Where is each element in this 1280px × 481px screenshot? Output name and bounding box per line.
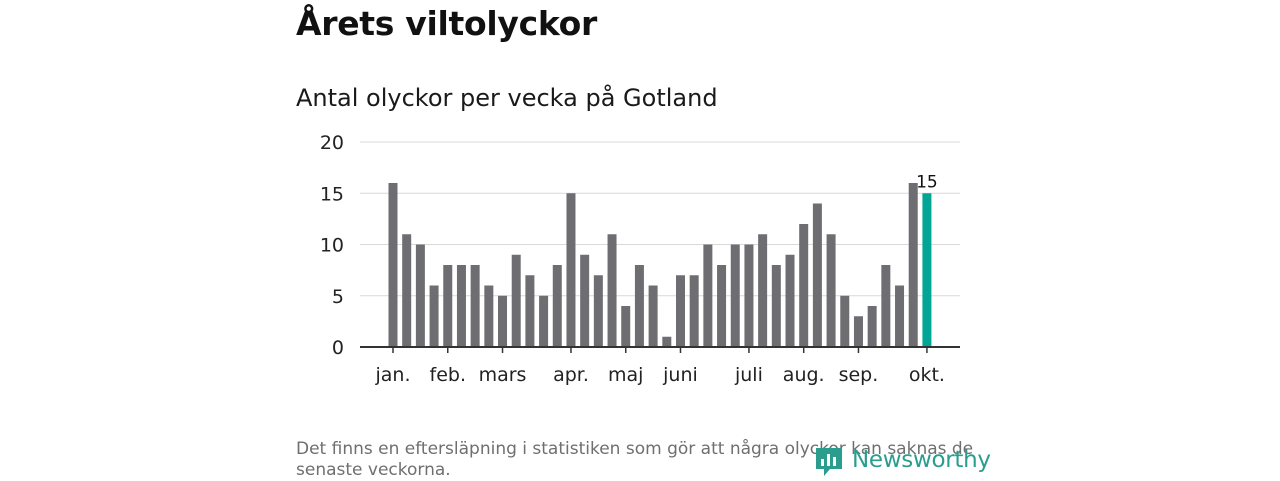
y-tick-label: 20 [320,132,344,154]
bar [812,203,822,347]
bar [429,285,439,347]
bar [662,336,672,347]
bar-highlight [922,193,932,347]
brand-logo: Newsworthy [814,443,991,481]
bar [799,224,809,347]
x-tick-label: feb. [430,364,466,386]
x-tick-label: juli [734,364,763,386]
bar [648,285,658,347]
y-axis-tick-labels: 0 5 10 15 20 [320,132,344,359]
bar [853,316,863,347]
bar [443,265,453,347]
bar [566,193,576,347]
bar [717,265,727,347]
bar [771,265,781,347]
bar [415,244,425,347]
bar [634,265,644,347]
bar [539,295,549,347]
y-tick-label: 10 [320,235,344,257]
bar-chart-icon [816,448,842,476]
bar [511,254,521,347]
bar [456,265,466,347]
bar [607,234,617,347]
bar [593,275,603,347]
bar [758,234,768,347]
bar [881,265,891,347]
x-tick-label: apr. [553,364,589,386]
y-tick-label: 5 [332,286,344,308]
bars [388,183,932,347]
bar [484,285,494,347]
x-tick-label: okt. [909,364,945,386]
bar [498,295,508,347]
bar [703,244,713,347]
bar [908,183,918,347]
bar [689,275,699,347]
chart-subtitle: Antal olyckor per vecka på Gotland [296,84,718,112]
bar [895,285,905,347]
bar [621,306,631,347]
footnote: Det finns en eftersläpning i statistiken… [296,439,974,480]
bar [826,234,836,347]
data-label-last: 15 [916,172,938,192]
x-tick-label: jan. [374,364,410,386]
chart-title: Årets viltolyckor [296,4,597,43]
bar [675,275,685,347]
x-tick-label: maj [608,364,643,386]
bar [785,254,795,347]
x-tick-label: mars [479,364,527,386]
x-tick-label: aug. [783,364,825,386]
x-tick-label: juni [662,364,698,386]
y-tick-label: 0 [332,337,344,359]
data-labels: 15 [916,172,938,192]
bar [552,265,562,347]
bar [744,244,754,347]
y-tick-label: 15 [320,183,344,205]
bar [867,306,877,347]
bar [402,234,412,347]
bar [525,275,535,347]
bar [470,265,480,347]
bar [580,254,590,347]
bar [840,295,850,347]
x-axis-ticks: jan. feb. mars apr. maj juni juli aug. sep. okt. [374,347,945,386]
bar-chart: 0 5 10 15 20 jan. feb. mars apr. maj juni juli aug.… [320,132,960,386]
brand-name: Newsworthy [852,447,991,473]
x-tick-label: sep. [839,364,879,386]
bar [388,183,398,347]
bar [730,244,740,347]
